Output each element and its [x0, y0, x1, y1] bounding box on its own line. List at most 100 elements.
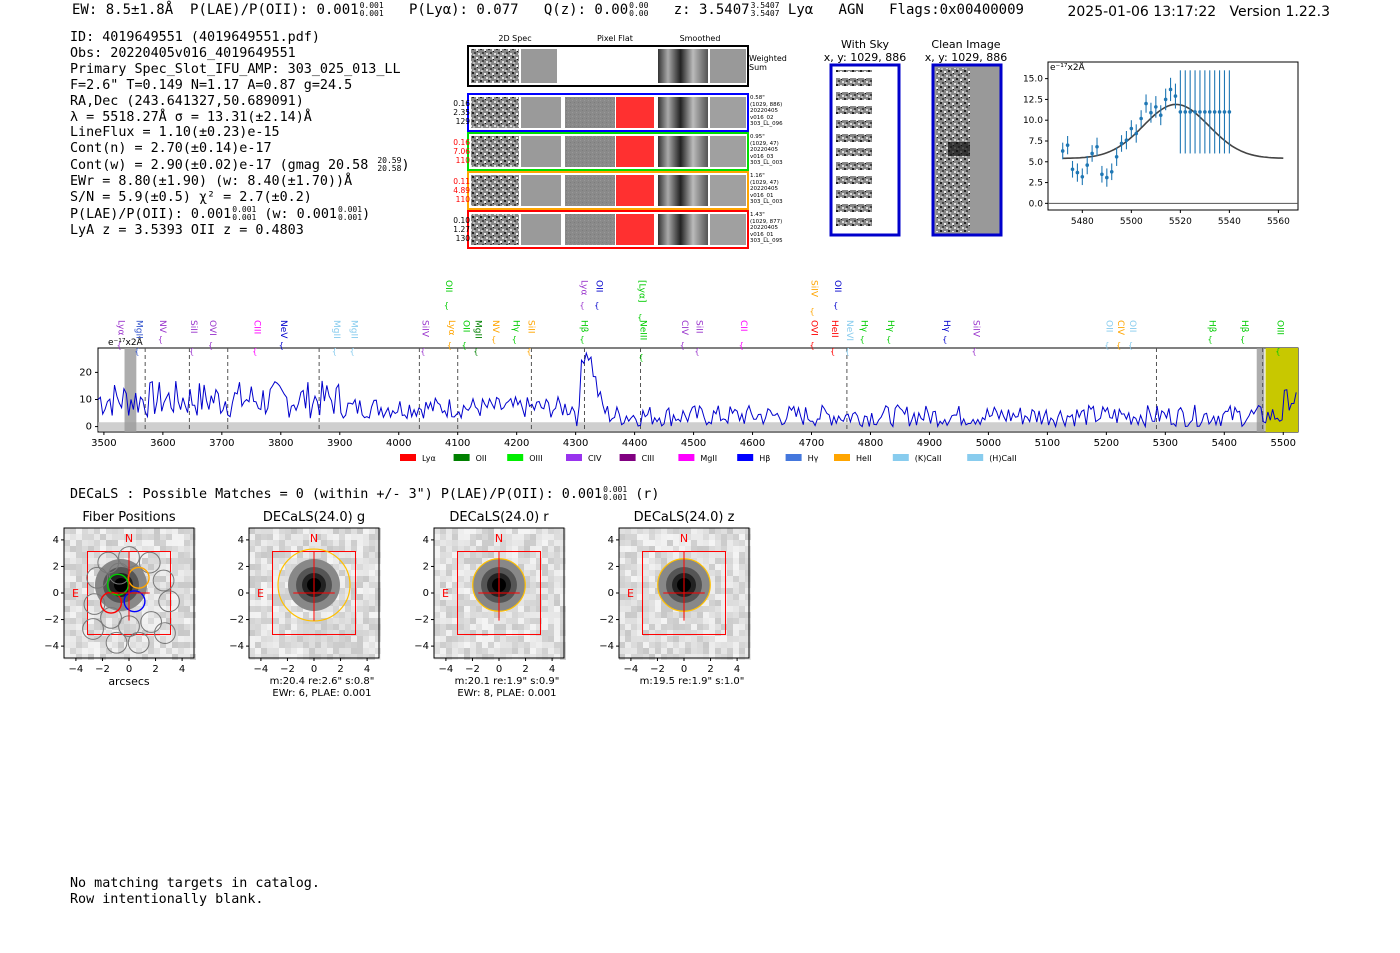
panel-pixel [106, 648, 112, 654]
panel-pixel [327, 642, 333, 648]
panel-pixel [619, 528, 625, 534]
panel-pixel [106, 654, 112, 660]
panel-pixel [130, 612, 136, 618]
panel-pixel [261, 534, 267, 540]
panel-pixel [70, 636, 76, 642]
panel-ytick-label: −4 [414, 641, 429, 652]
panel-pixel [554, 606, 560, 612]
panel-pixel [679, 618, 685, 624]
panel-pixel [82, 642, 88, 648]
panel-pixel [715, 540, 721, 546]
panel-pixel [464, 552, 470, 558]
panel-pixel [548, 630, 554, 636]
col-smoothed: Smoothed [680, 34, 721, 43]
panel-pixel [625, 588, 631, 594]
panel-pixel [285, 648, 291, 654]
zoom-datapoint [1139, 116, 1143, 121]
panel-pixel [82, 654, 88, 660]
panel-pixel [494, 648, 500, 654]
search-box [642, 551, 726, 635]
panel-pixel [745, 612, 751, 618]
panel-pixel [333, 648, 339, 654]
panel-pixel [136, 528, 142, 534]
panel-pixel [327, 654, 333, 660]
panel-ytick-label: 4 [423, 535, 429, 546]
zoom-datapoint [1198, 110, 1202, 114]
fiber-circle [83, 593, 106, 615]
panel-pixel [482, 618, 488, 624]
fiber-circle [154, 622, 176, 644]
panel-pixel [661, 564, 667, 570]
panel-pixel [273, 636, 279, 642]
panel-pixel [363, 546, 369, 552]
panel-pixel [136, 618, 142, 624]
panel-pixel [255, 576, 261, 582]
zoom-ytick-label: 7.5 [1029, 137, 1043, 147]
panel-pixel [458, 630, 464, 636]
panel-pixel [94, 552, 100, 558]
panel-pixel [464, 654, 470, 660]
panel-pixel [703, 624, 709, 630]
catalog-note-line1: No matching targets in catalog. [70, 876, 320, 891]
panel-pixel [76, 630, 82, 636]
cutout-row-dist: 0.95" [750, 134, 765, 140]
panel-pixel [542, 654, 548, 660]
panel-pixel [160, 564, 166, 570]
panel-pixel [369, 570, 375, 576]
panel-pixel [130, 540, 136, 546]
panel-pixel [124, 654, 130, 660]
panel-pixel [190, 636, 196, 642]
panel-pixel [494, 528, 500, 534]
panel-pixel [339, 570, 345, 576]
panel-pixel [637, 534, 643, 540]
line-id-bracket: { [830, 347, 835, 356]
line-id-top: [Lyα] [636, 280, 646, 302]
panel-pixel [333, 624, 339, 630]
panel-pixel [440, 576, 446, 582]
panel-pixel [685, 546, 691, 552]
panel-pixel [625, 648, 631, 654]
panel-ytick-label: −2 [414, 615, 429, 626]
panel-pixel [249, 570, 255, 576]
panel-pixel [679, 546, 685, 552]
panel-pixel [309, 534, 315, 540]
panel-pixel [554, 642, 560, 648]
panel-pixel [619, 618, 625, 624]
panel-pixel [351, 624, 357, 630]
panel-pixel [285, 552, 291, 558]
panel-pixel [184, 588, 190, 594]
panel-pixel [130, 528, 136, 534]
panel-pixel [548, 618, 554, 624]
line-id: SiIV [971, 320, 981, 338]
panel-pixel [154, 558, 160, 564]
panel-pixel [667, 534, 673, 540]
panel-pixel [643, 576, 649, 582]
panel-pixel [494, 546, 500, 552]
panel-pixel [643, 564, 649, 570]
panel-pixel [357, 570, 363, 576]
panel-pixel [178, 654, 184, 660]
panel-pixel [536, 534, 542, 540]
panel-pixel [82, 570, 88, 576]
panel-pixel [434, 630, 440, 636]
panel-pixel [703, 564, 709, 570]
panel-pixel [70, 606, 76, 612]
panel-pixel [255, 594, 261, 600]
panel-pixel [160, 534, 166, 540]
panel-pixel [637, 606, 643, 612]
panel-pixel [166, 564, 172, 570]
panel-pixel [309, 654, 315, 660]
panel-pixel [184, 612, 190, 618]
panel-pixel [267, 654, 273, 660]
panel-pixel [178, 528, 184, 534]
panel-pixel [118, 534, 124, 540]
panel-pixel [339, 606, 345, 612]
panel-pixel [184, 624, 190, 630]
panel-pixel [542, 552, 548, 558]
cutout-smoothed-tail [710, 175, 746, 206]
panel-pixel [721, 588, 727, 594]
panel-pixel [452, 576, 458, 582]
cutout-row-meta: 0.95" (1029, 47) 20220405 v016_03 303_LL_003 [750, 134, 783, 167]
panel-pixel [458, 576, 464, 582]
panel-pixel [142, 528, 148, 534]
